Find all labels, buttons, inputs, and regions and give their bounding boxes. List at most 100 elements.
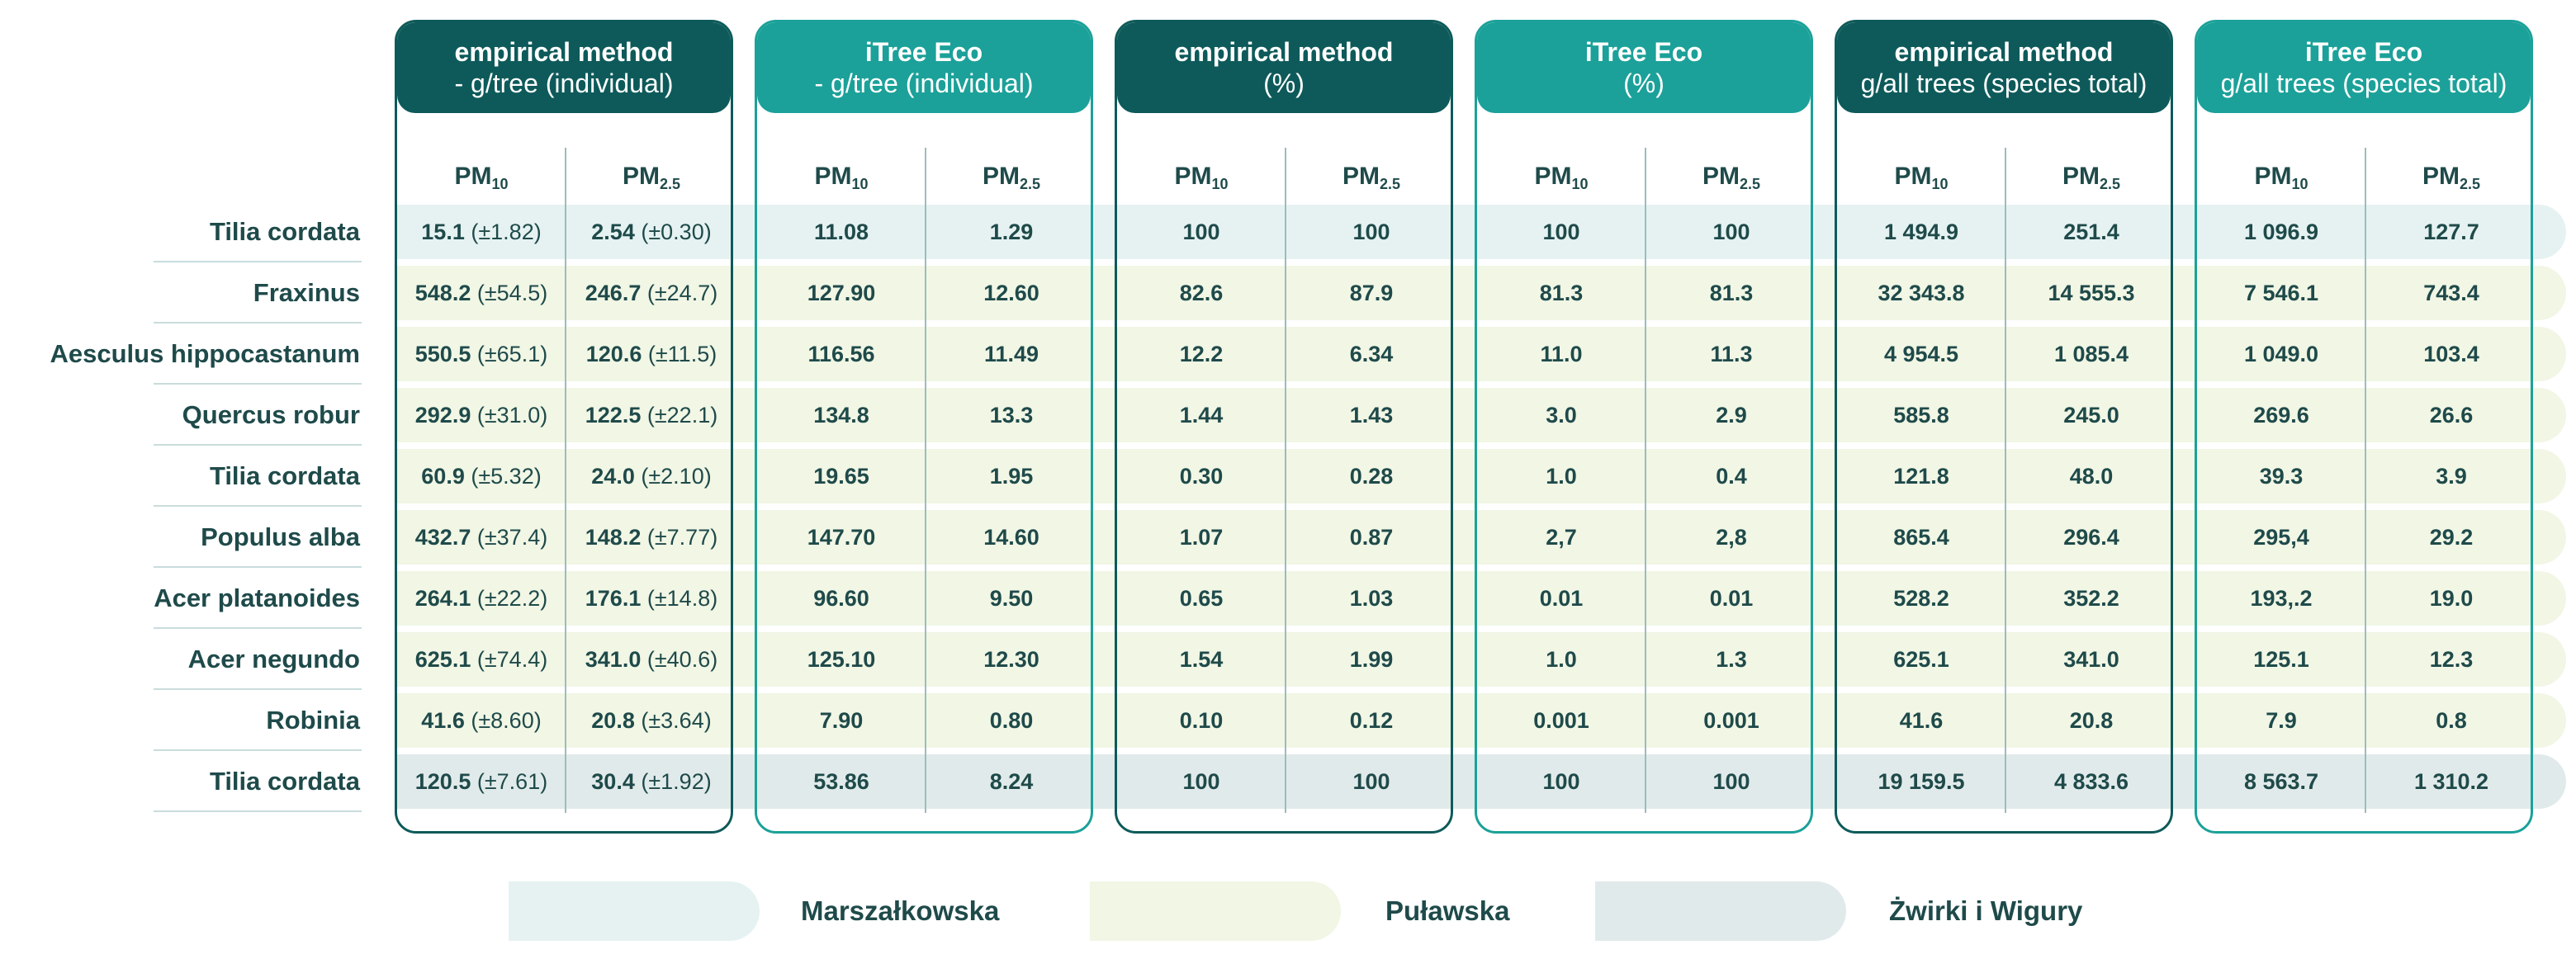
table-cell: 8 563.7 bbox=[2197, 751, 2365, 812]
table-cell: 2.9 bbox=[1647, 385, 1811, 446]
table-cell: 29.2 bbox=[2367, 507, 2531, 568]
table-cell: 2,7 bbox=[1477, 507, 1646, 568]
row-band-pul bbox=[396, 266, 2566, 320]
cell-value: 0.80 bbox=[989, 708, 1034, 733]
panel-title: iTree Eco bbox=[1584, 37, 1703, 67]
col-header-pm10: PM10 bbox=[1477, 163, 1646, 193]
cell-value: 12.30 bbox=[983, 647, 1039, 672]
cell-value: 20.8 bbox=[2069, 708, 2114, 733]
cell-value: 12.60 bbox=[983, 281, 1039, 305]
cell-value: 100 bbox=[1352, 220, 1390, 244]
table-cell: 12.3 bbox=[2367, 629, 2531, 690]
cell-value: 14.60 bbox=[983, 525, 1039, 550]
cell-value: 24.0 bbox=[591, 464, 635, 489]
col-header-label: PM bbox=[454, 163, 492, 190]
table-cell: 296.4 bbox=[2007, 507, 2171, 568]
row-band-pul bbox=[396, 449, 2566, 503]
table-cell: 1.54 bbox=[1117, 629, 1286, 690]
cell-value: 29.2 bbox=[2429, 525, 2474, 550]
panel-header: empirical method g/all trees (species tot… bbox=[1837, 22, 2171, 113]
table-cell: 127.90 bbox=[757, 262, 926, 324]
table-cell: 96.60 bbox=[757, 568, 926, 629]
table-cell: 1.0 bbox=[1477, 629, 1646, 690]
cell-value: 269.6 bbox=[2253, 403, 2309, 428]
table-cell: 1.03 bbox=[1287, 568, 1451, 629]
table-cell: 125.1 bbox=[2197, 629, 2365, 690]
cell-value: 81.3 bbox=[1539, 281, 1584, 305]
table-cell: 0.65 bbox=[1117, 568, 1286, 629]
row-band-zw bbox=[396, 754, 2566, 809]
table-cell: 1 049.0 bbox=[2197, 324, 2365, 385]
table-cell: 0.8 bbox=[2367, 690, 2531, 751]
table-cell: 0.80 bbox=[927, 690, 1091, 751]
cell-value: 120.5 bbox=[414, 769, 471, 794]
cell-std-dev: (±7.61) bbox=[476, 769, 548, 794]
cell-std-dev: (±1.92) bbox=[641, 769, 712, 794]
col-header-label: PM bbox=[1534, 163, 1572, 190]
table-cell: 100 bbox=[1117, 201, 1286, 262]
cell-value: 96.60 bbox=[813, 586, 869, 611]
cell-value: 100 bbox=[1542, 220, 1580, 244]
col-header-pm10: PM10 bbox=[1837, 163, 2005, 193]
cell-value: 1.54 bbox=[1179, 647, 1224, 672]
table-cell: 30.4 (±1.92) bbox=[567, 751, 731, 812]
table-cell: 7 546.1 bbox=[2197, 262, 2365, 324]
row-band-marsz bbox=[396, 205, 2566, 259]
cell-value: 246.7 bbox=[585, 281, 642, 305]
cell-value: 2.54 bbox=[591, 220, 635, 244]
cell-value: 20.8 bbox=[591, 708, 635, 733]
col-header-subscript: 2.5 bbox=[1379, 176, 1401, 192]
cell-value: 127.90 bbox=[807, 281, 876, 305]
table-cell: 352.2 bbox=[2007, 568, 2171, 629]
row-separator bbox=[154, 810, 362, 812]
table-cell: 81.3 bbox=[1477, 262, 1646, 324]
table-cell: 100 bbox=[1477, 751, 1646, 812]
table-cell: 2,8 bbox=[1647, 507, 1811, 568]
table-cell: 13.3 bbox=[927, 385, 1091, 446]
cell-value: 12.2 bbox=[1179, 342, 1224, 366]
table-cell: 11.08 bbox=[757, 201, 926, 262]
table-cell: 585.8 bbox=[1837, 385, 2005, 446]
row-separator bbox=[154, 261, 362, 262]
cell-value: 1.29 bbox=[989, 220, 1034, 244]
row-band-pul bbox=[396, 510, 2566, 565]
panel-1: iTree Eco - g/tree (individual) PM10 PM2.5 1… bbox=[755, 20, 1093, 834]
cell-value: 341.0 bbox=[2063, 647, 2119, 672]
table-cell: 1.43 bbox=[1287, 385, 1451, 446]
table-cell: 100 bbox=[1647, 751, 1811, 812]
col-header-subscript: 10 bbox=[491, 176, 509, 192]
col-header-label: PM bbox=[1894, 163, 1932, 190]
table-cell: 7.90 bbox=[757, 690, 926, 751]
cell-value: 100 bbox=[1712, 220, 1750, 244]
cell-value: 48.0 bbox=[2069, 464, 2114, 489]
cell-std-dev: (±74.4) bbox=[476, 647, 548, 672]
row-band-pul bbox=[396, 571, 2566, 626]
cell-value: 11.49 bbox=[983, 342, 1039, 366]
species-label: Aesculus hippocastanum bbox=[50, 339, 360, 368]
cell-value: 103.4 bbox=[2423, 342, 2479, 366]
col-header-subscript: 10 bbox=[2291, 176, 2308, 192]
cell-value: 53.86 bbox=[813, 769, 869, 794]
cell-value: 1.99 bbox=[1349, 647, 1394, 672]
legend-label-marsz: Marszałkowska bbox=[801, 895, 1000, 926]
panel-5: iTree Eco g/all trees (species total) PM10… bbox=[2195, 20, 2533, 834]
cell-value: 9.50 bbox=[989, 586, 1034, 611]
species-label: Robinia bbox=[266, 706, 360, 735]
cell-value: 134.8 bbox=[813, 403, 869, 428]
col-header-subscript: 2.5 bbox=[1739, 176, 1761, 192]
row-band-pul bbox=[396, 693, 2566, 748]
cell-value: 193,.2 bbox=[2250, 586, 2313, 611]
cell-value: 100 bbox=[1542, 769, 1580, 794]
table-cell: 20.8 bbox=[2007, 690, 2171, 751]
cell-std-dev: (±22.2) bbox=[476, 586, 548, 611]
panel-subtitle: - g/tree (individual) bbox=[814, 68, 1034, 98]
col-header-pm25: PM2.5 bbox=[2367, 163, 2531, 193]
cell-std-dev: (±54.5) bbox=[476, 281, 548, 305]
cell-value: 60.9 bbox=[421, 464, 465, 489]
table-cell: 12.60 bbox=[927, 262, 1091, 324]
col-header-pm10: PM10 bbox=[1117, 163, 1286, 193]
table-cell: 11.49 bbox=[927, 324, 1091, 385]
column-divider bbox=[565, 148, 566, 813]
col-header-subscript: 2.5 bbox=[659, 176, 681, 192]
cell-value: 11.08 bbox=[813, 220, 869, 244]
